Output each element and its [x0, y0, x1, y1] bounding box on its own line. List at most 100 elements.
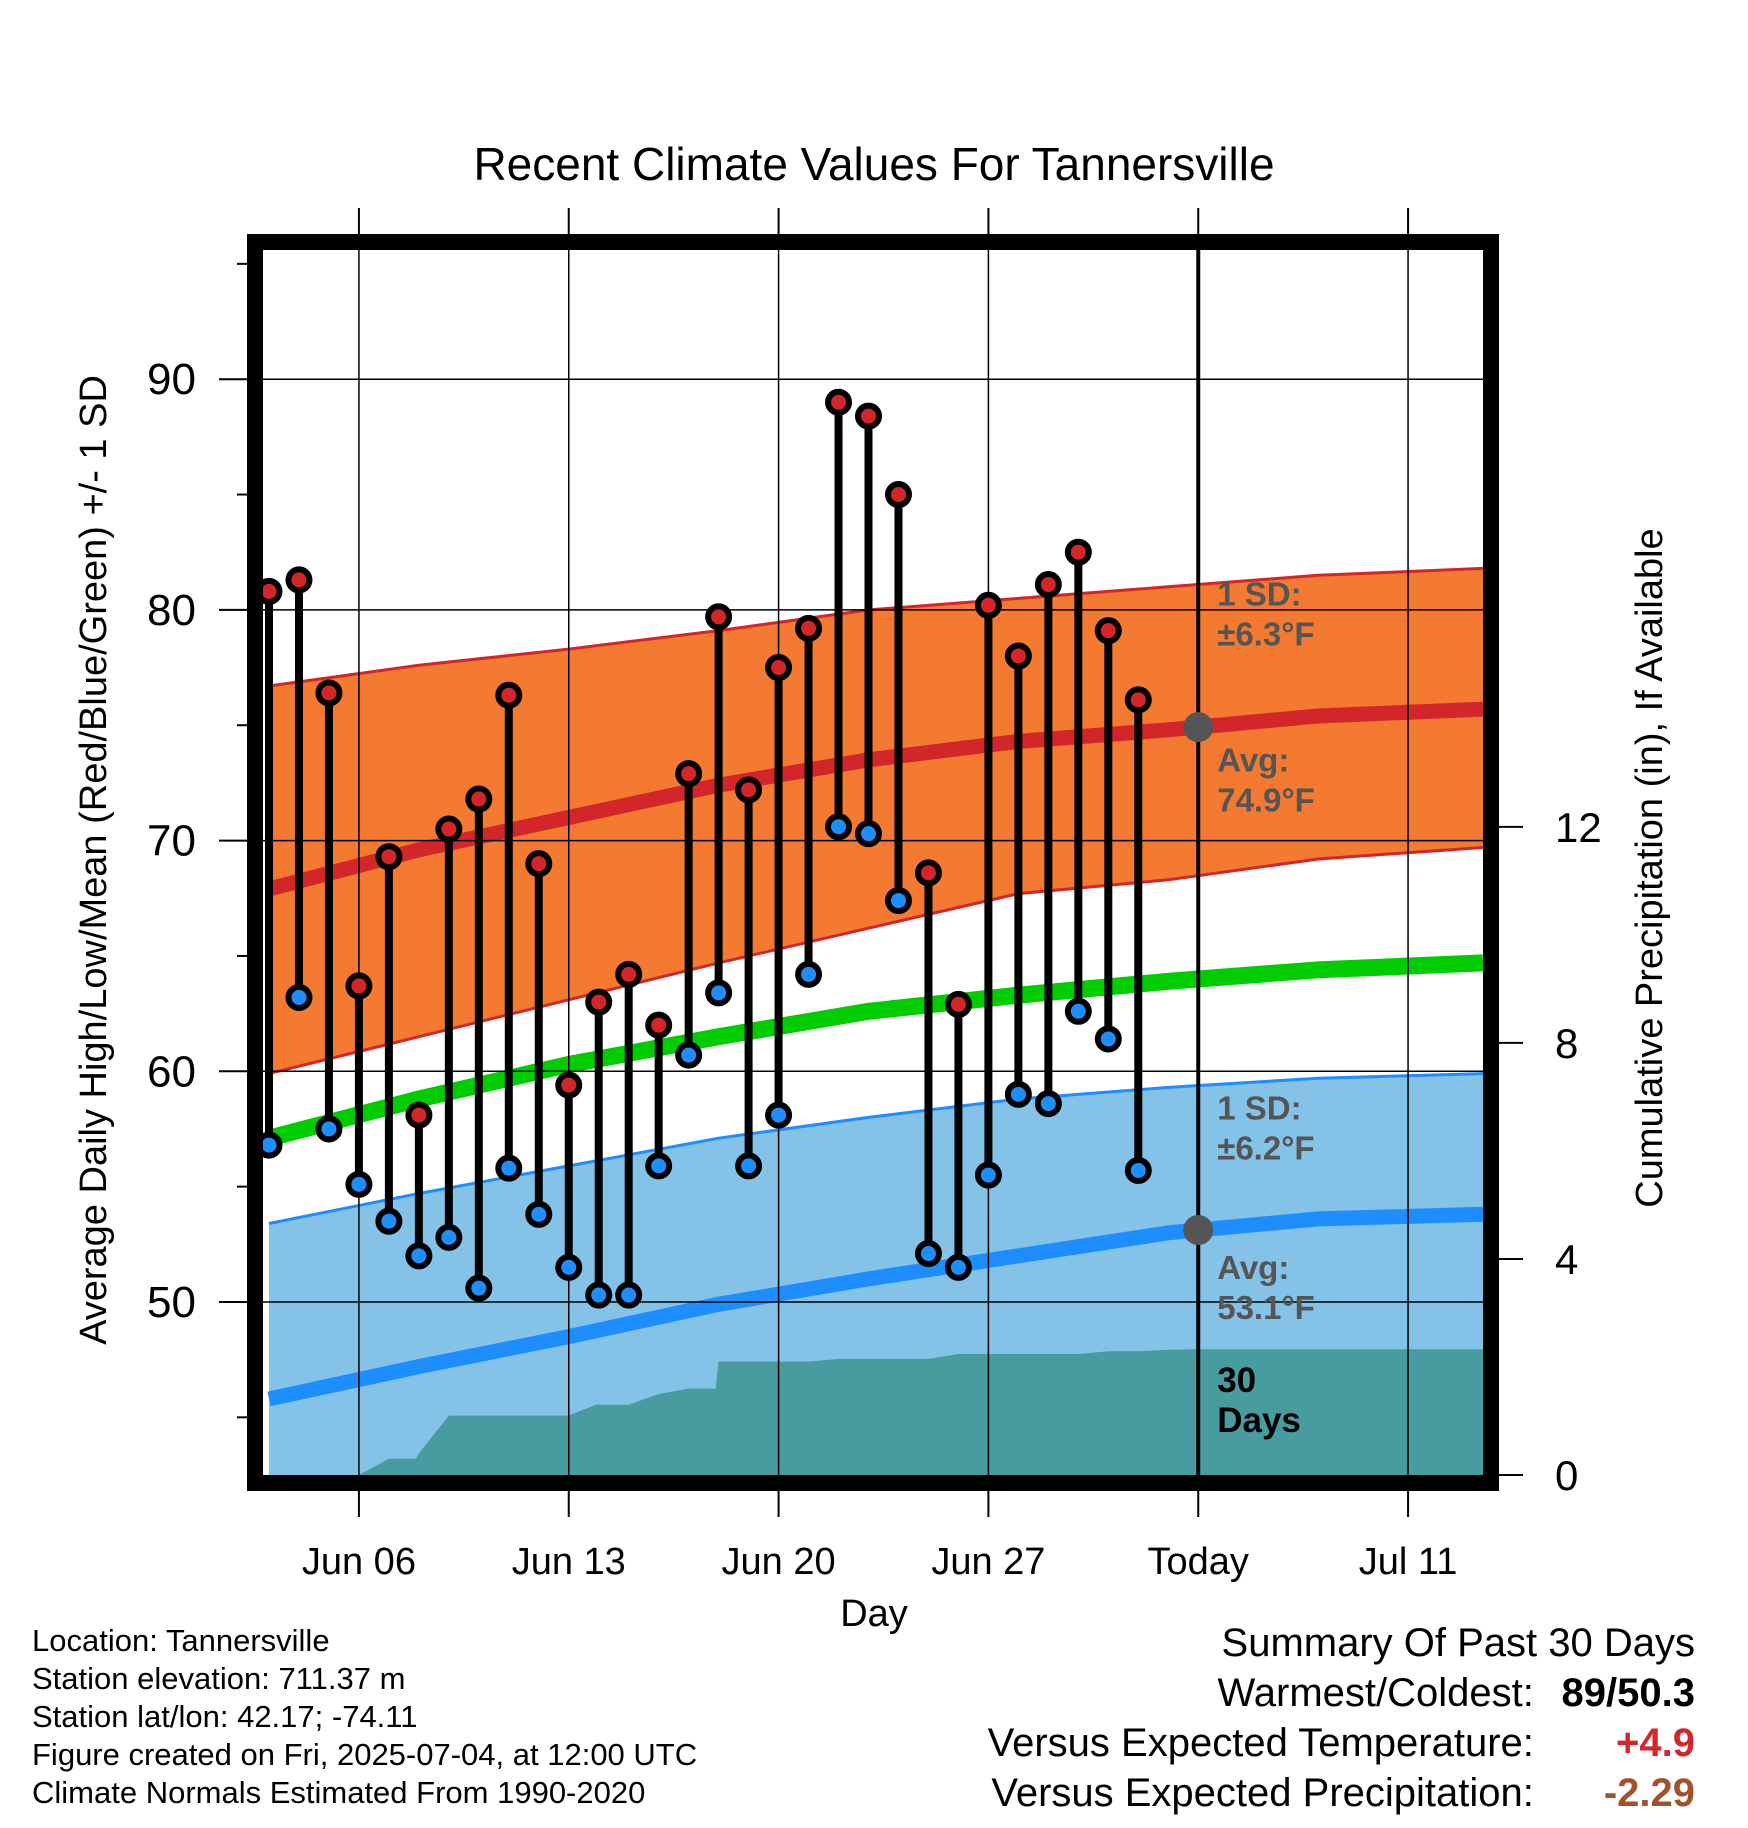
daily-high-point: [825, 388, 853, 416]
high-avg-annotation: 74.9°F: [1217, 781, 1315, 818]
today-high-normal-marker: [1183, 712, 1214, 743]
y-tick-label-right: 12: [1555, 804, 1602, 851]
daily-high-point: [585, 988, 613, 1016]
daily-high-point: [263, 577, 283, 605]
x-tick-label: Jun 27: [931, 1541, 1045, 1583]
x-tick-label: Today: [1148, 1541, 1249, 1583]
daily-high-point: [1064, 538, 1092, 566]
days-annotation: 30: [1217, 1361, 1256, 1400]
daily-low-point: [1094, 1025, 1122, 1053]
low-sd-upper-edge: [268, 1072, 1483, 1225]
daily-low-point: [944, 1253, 972, 1281]
y-tick-label-right: 4: [1555, 1236, 1578, 1283]
warmest-value: 89/50.3: [1561, 1671, 1695, 1715]
precip-area: [268, 1349, 1483, 1475]
days-annotation: Days: [1217, 1401, 1301, 1440]
low-sd-annotation: ±6.2°F: [1217, 1130, 1314, 1167]
daily-low-point: [1004, 1080, 1032, 1108]
daily-high-point: [375, 843, 403, 871]
daily-low-point: [884, 887, 912, 915]
daily-low-point: [525, 1200, 553, 1228]
high-sd-annotation: 1 SD:: [1217, 575, 1301, 612]
warmest-row: Warmest/Coldest: 89/50.3: [988, 1668, 1696, 1718]
daily-low-point: [1034, 1090, 1062, 1118]
x-tick-label: Jul 11: [1359, 1541, 1458, 1583]
y-tick-label-left: 80: [147, 586, 196, 635]
y-axis-label-right: Cumulative Precipitation (in), If Availa…: [1629, 528, 1671, 1207]
daily-low-point: [735, 1152, 763, 1180]
y-tick-label-right: 8: [1555, 1020, 1578, 1067]
daily-high-point: [974, 591, 1002, 619]
latlon-text: Station lat/lon: 42.17; -74.11: [32, 1699, 418, 1734]
precip-row: Versus Expected Precipitation: -2.29: [988, 1768, 1695, 1818]
daily-low-point: [825, 813, 853, 841]
daily-low-point: [675, 1041, 703, 1069]
y-tick-label-right: 0: [1555, 1452, 1578, 1499]
daily-high-point: [315, 679, 343, 707]
plot-frame: [247, 234, 1499, 1491]
daily-low-point: [405, 1242, 433, 1270]
created-text: Figure created on Fri, 2025-07-04, at 12…: [32, 1737, 698, 1772]
daily-high-point: [645, 1011, 673, 1039]
precip-value: -2.29: [1603, 1771, 1695, 1815]
daily-low-point: [705, 979, 733, 1007]
high-avg-annotation: Avg:: [1217, 741, 1289, 778]
y-axis-label-left: Average Daily High/Low/Mean (Red/Blue/Gr…: [73, 375, 115, 1345]
low-sd-annotation: 1 SD:: [1217, 1090, 1301, 1127]
mean-normal-line: [266, 954, 1483, 1147]
station-info: Location: Tannersville Station elevation…: [32, 1622, 697, 1812]
daily-high-point: [735, 776, 763, 804]
low-avg-annotation: 53.1°F: [1217, 1289, 1315, 1326]
daily-low-point: [795, 960, 823, 988]
y-tick-label-left: 90: [147, 355, 196, 404]
low-avg-annotation: Avg:: [1217, 1249, 1289, 1286]
x-tick-label: Jun 06: [302, 1541, 416, 1583]
daily-low-point: [765, 1101, 793, 1129]
x-tick-label: Jun 13: [512, 1541, 626, 1583]
warmest-label: Warmest/Coldest:: [1217, 1671, 1534, 1715]
daily-low-point: [914, 1240, 942, 1268]
daily-low-point: [345, 1170, 373, 1198]
daily-high-point: [435, 815, 463, 843]
chart-title: Recent Climate Values For Tannersville: [473, 138, 1274, 190]
daily-high-point: [1004, 642, 1032, 670]
daily-low-point: [375, 1207, 403, 1235]
daily-low-point: [263, 1131, 283, 1159]
elevation-text: Station elevation: 711.37 m: [32, 1661, 406, 1696]
high-sd-lower-edge: [268, 846, 1483, 1076]
precip-label: Versus Expected Precipitation:: [991, 1771, 1534, 1815]
high-sd-annotation: ±6.3°F: [1217, 615, 1314, 652]
temp-label: Versus Expected Temperature:: [987, 1721, 1534, 1765]
daily-high-point: [765, 654, 793, 682]
daily-low-point: [974, 1161, 1002, 1189]
daily-high-point: [495, 681, 523, 709]
daily-low-point: [435, 1223, 463, 1251]
temp-value: +4.9: [1616, 1721, 1695, 1765]
daily-high-point: [285, 566, 313, 594]
daily-high-point: [555, 1071, 583, 1099]
low-normal-line: [267, 1206, 1483, 1407]
high-sd-band: [269, 568, 1483, 1074]
daily-low-point: [315, 1115, 343, 1143]
daily-high-point: [1124, 686, 1152, 714]
daily-low-point: [1064, 997, 1092, 1025]
daily-high-point: [465, 785, 493, 813]
daily-low-point: [855, 820, 883, 848]
daily-high-point: [405, 1101, 433, 1129]
summary-panel: Summary Of Past 30 Days Warmest/Coldest:…: [988, 1618, 1695, 1818]
daily-low-point: [465, 1274, 493, 1302]
daily-high-point: [1094, 617, 1122, 645]
location-text: Location: Tannersville: [32, 1623, 330, 1658]
daily-high-point: [345, 972, 373, 1000]
temp-row: Versus Expected Temperature: +4.9: [988, 1718, 1695, 1768]
x-tick-label: Jun 20: [722, 1541, 836, 1583]
normals-text: Climate Normals Estimated From 1990-2020: [32, 1775, 646, 1810]
daily-low-point: [1124, 1156, 1152, 1184]
y-tick-label-left: 70: [147, 817, 196, 866]
daily-low-point: [615, 1281, 643, 1309]
daily-low-point: [585, 1281, 613, 1309]
y-tick-label-left: 50: [147, 1278, 196, 1327]
